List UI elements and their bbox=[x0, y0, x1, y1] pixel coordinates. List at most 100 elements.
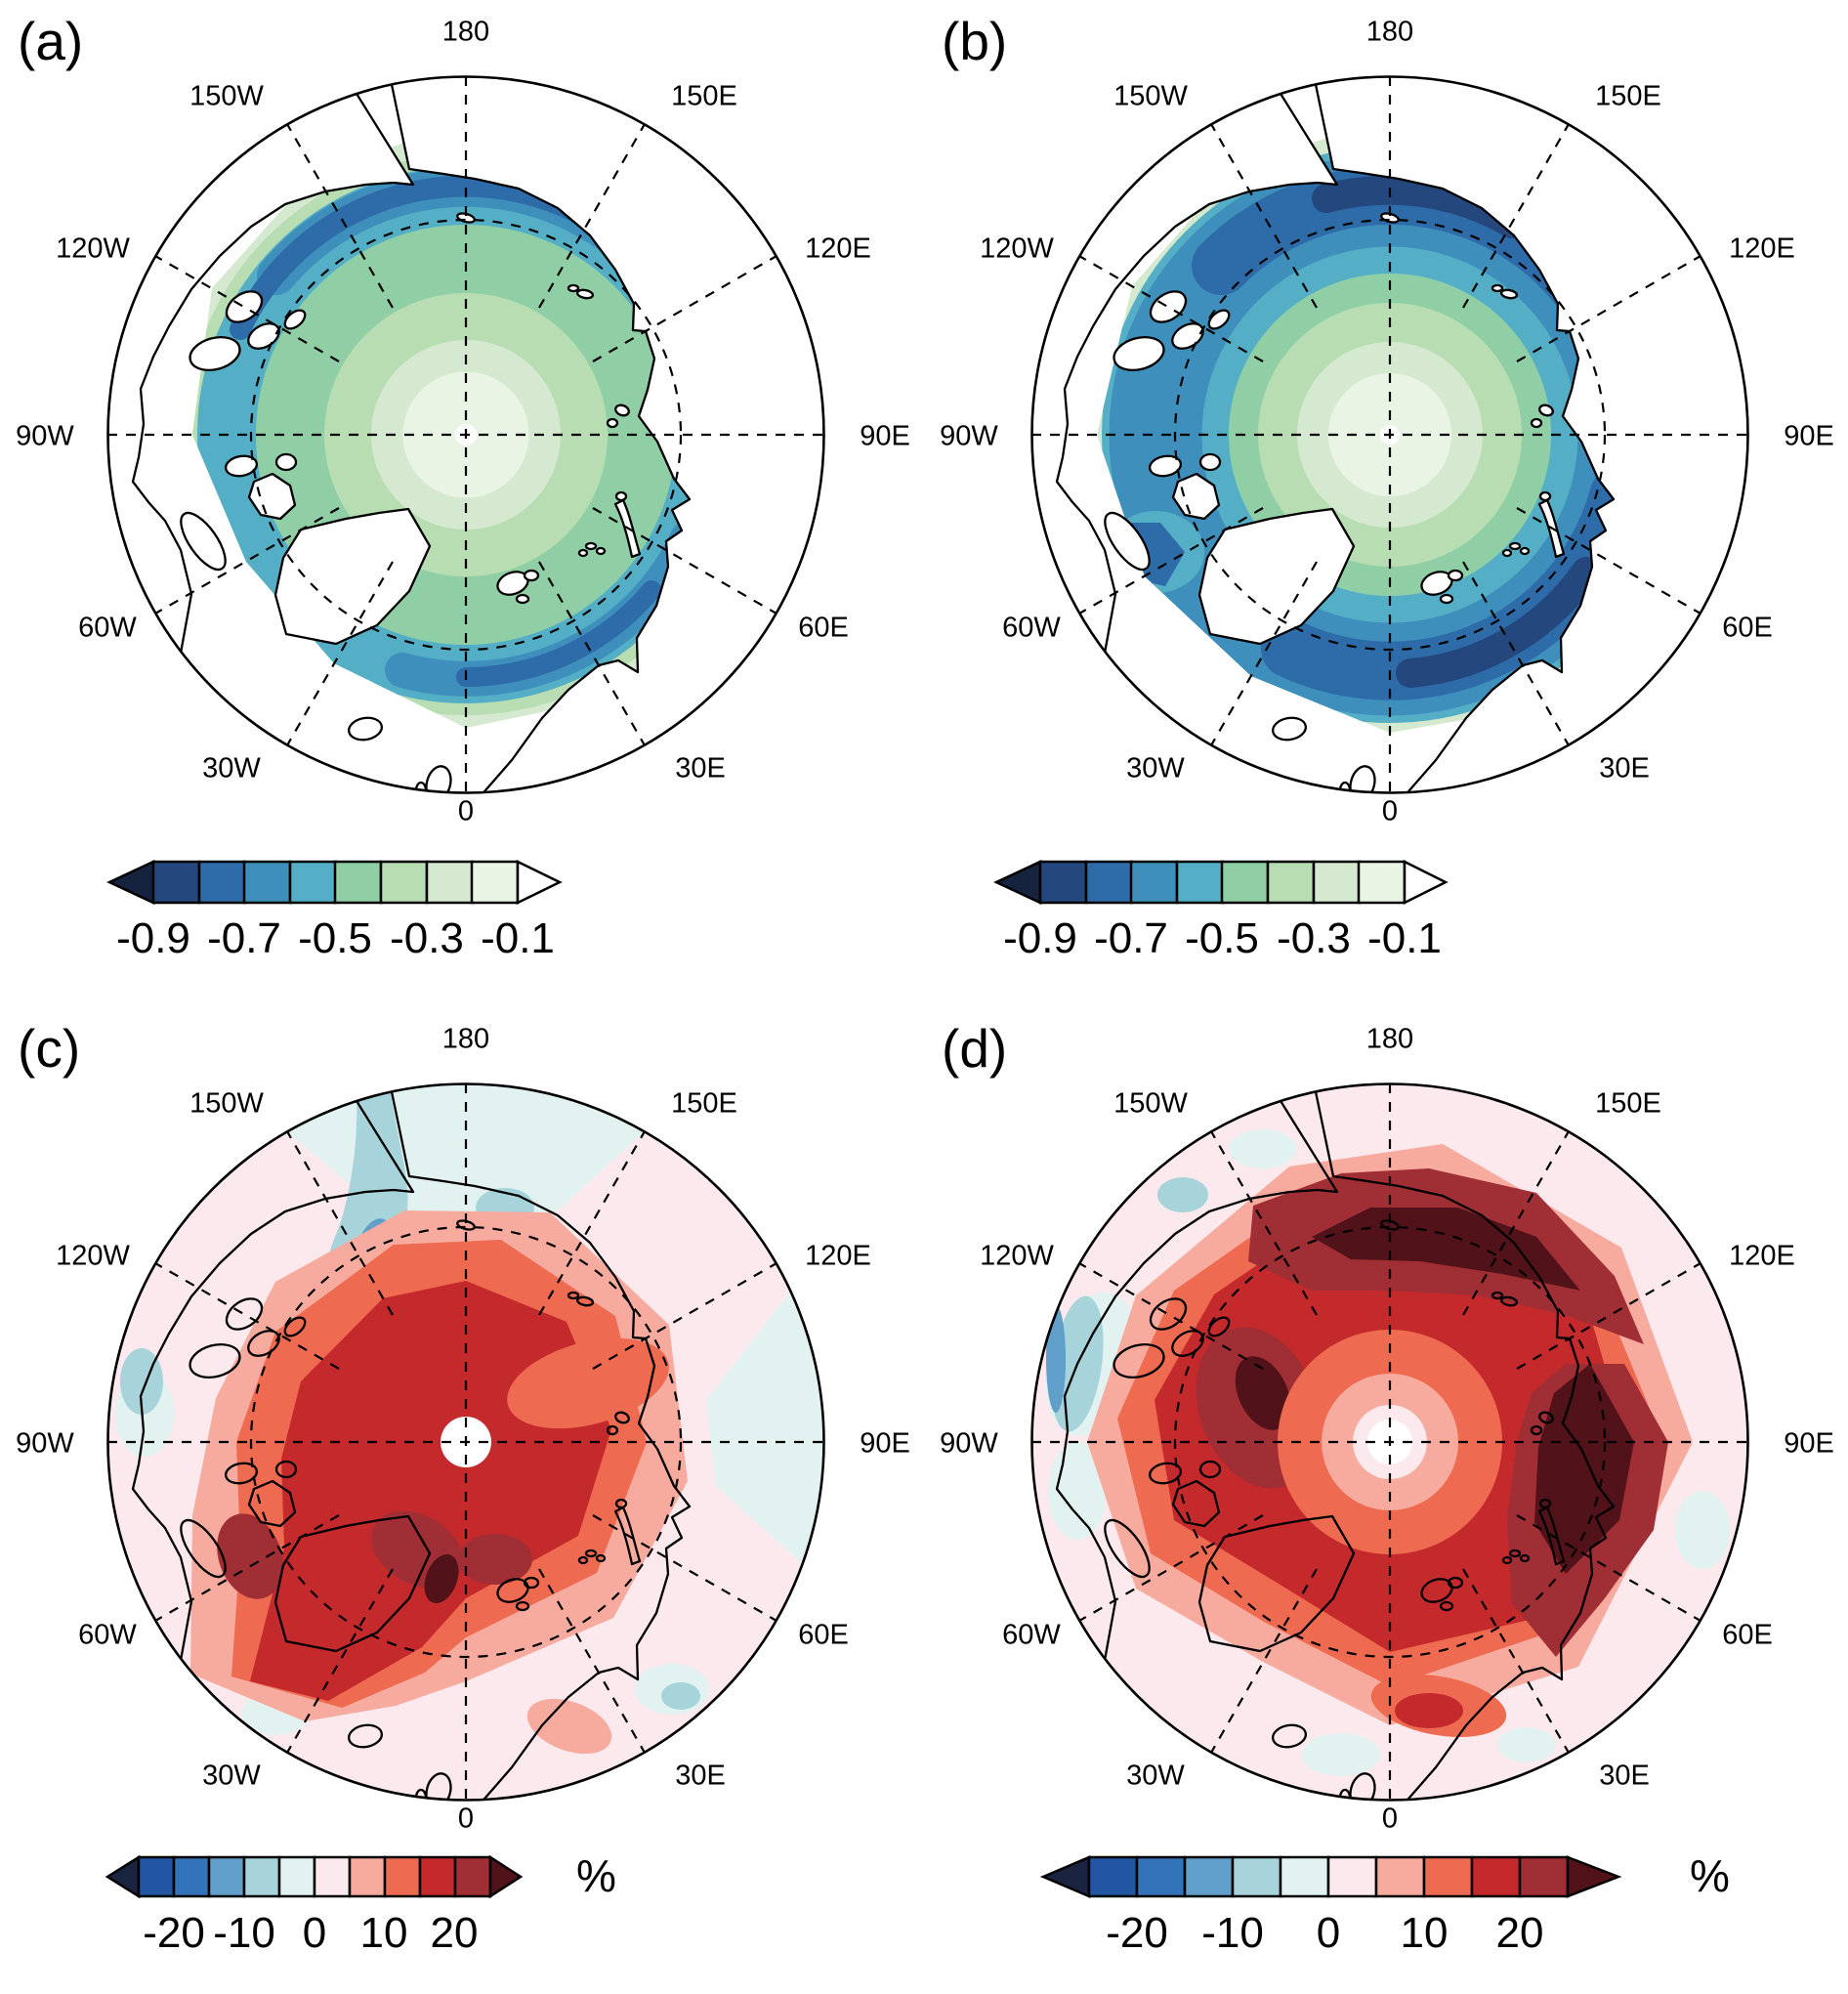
map-boundary bbox=[1030, 1082, 1749, 1802]
lon-label-30w: 30W bbox=[1126, 1760, 1185, 1792]
lon-label-150e: 150E bbox=[671, 1087, 737, 1120]
baffin-maroon bbox=[217, 1513, 283, 1599]
lon-label-30w: 30W bbox=[1126, 752, 1185, 785]
lon-label-180: 180 bbox=[1365, 1023, 1414, 1055]
lon-label-90w: 90W bbox=[16, 1427, 74, 1460]
colorbar-over-arrow bbox=[1403, 859, 1449, 906]
lon-label-0: 0 bbox=[457, 795, 475, 827]
lon-label-60e: 60E bbox=[1722, 1619, 1773, 1651]
ice-edge-core-atlantic bbox=[1396, 557, 1601, 688]
colorbar-d: -20 -10 0 10 20 % bbox=[1039, 1850, 1730, 1957]
map-boundary bbox=[106, 75, 825, 794]
lon-label-90w: 90W bbox=[940, 420, 998, 452]
panel-letter: (d) bbox=[942, 1018, 1008, 1079]
panel-d: (d) 180 150W 120W 90W 60W 30W 0 30E 60E … bbox=[924, 1007, 1848, 1994]
colorbar-tick: -0.9 bbox=[116, 914, 190, 962]
near-pole-salmon bbox=[507, 1337, 669, 1429]
lon-label-150w: 150W bbox=[189, 80, 264, 112]
colorbar-tick: -0.9 bbox=[1003, 914, 1077, 962]
fram-strait-max bbox=[424, 1553, 459, 1604]
lon-label-30w: 30W bbox=[202, 752, 261, 785]
lon-label-120w: 120W bbox=[56, 233, 130, 265]
colorbar-tick: -0.1 bbox=[481, 914, 555, 962]
colorbar-c: -20 -10 0 10 20 % bbox=[105, 1850, 616, 1957]
lon-label-90e: 90E bbox=[1784, 420, 1834, 452]
lon-label-30e: 30E bbox=[675, 752, 726, 785]
lon-label-60e: 60E bbox=[798, 612, 849, 644]
colorbar-b: -0.9 -0.7 -0.5 -0.3 -0.1 bbox=[993, 859, 1449, 962]
lon-label-60w: 60W bbox=[1002, 612, 1061, 644]
colorbar-over-arrow bbox=[1566, 1855, 1622, 1898]
panel-letter: (c) bbox=[18, 1018, 81, 1079]
lon-label-0: 0 bbox=[457, 1803, 475, 1835]
lon-label-60w: 60W bbox=[78, 1619, 137, 1651]
colorbar-under-arrow bbox=[106, 860, 155, 905]
panel-letter: (a) bbox=[18, 11, 84, 71]
colorbar-unit: % bbox=[1690, 1850, 1730, 1901]
lon-label-150e: 150E bbox=[1595, 80, 1661, 112]
map-panel-c bbox=[106, 1082, 825, 1802]
colorbar-unit: % bbox=[576, 1850, 616, 1901]
colorbar-tick: 10 bbox=[360, 1909, 408, 1957]
lon-label-150w: 150W bbox=[1113, 1087, 1188, 1120]
lon-label-150w: 150W bbox=[1113, 80, 1188, 112]
panel-letter: (b) bbox=[942, 11, 1008, 71]
panel-c: (c) 180 150W 120W 90W 60W 30W 0 30E 60E … bbox=[0, 1007, 924, 1994]
lon-label-120w: 120W bbox=[980, 1240, 1054, 1272]
lon-label-150w: 150W bbox=[189, 1087, 264, 1120]
colorbar-under-arrow bbox=[105, 1854, 141, 1899]
colorbar-a: -0.9 -0.7 -0.5 -0.3 -0.1 bbox=[106, 859, 563, 962]
colorbar-tick: -0.5 bbox=[1185, 914, 1259, 962]
colorbar-tick: 0 bbox=[303, 1909, 326, 1957]
barents-max bbox=[1534, 1364, 1634, 1574]
lon-label-30e: 30E bbox=[1599, 1760, 1650, 1792]
lon-label-120e: 120E bbox=[1729, 1240, 1795, 1272]
lon-label-90e: 90E bbox=[1784, 1427, 1834, 1460]
lon-label-120w: 120W bbox=[56, 1240, 130, 1272]
colorbar-tick: -0.1 bbox=[1367, 914, 1442, 962]
lon-label-60e: 60E bbox=[798, 1619, 849, 1651]
colorbar-tick: -0.7 bbox=[1094, 914, 1168, 962]
colorbar-tick: -10 bbox=[1201, 1909, 1264, 1957]
map-panel-d bbox=[1030, 1082, 1749, 1802]
lon-label-60e: 60E bbox=[1722, 612, 1773, 644]
lon-label-90w: 90W bbox=[940, 1427, 998, 1460]
lon-label-90w: 90W bbox=[16, 420, 74, 452]
colorbar-tick: 20 bbox=[431, 1909, 479, 1957]
lon-label-120w: 120W bbox=[980, 233, 1054, 265]
lon-label-60w: 60W bbox=[78, 612, 137, 644]
colorbar-tick: -0.7 bbox=[207, 914, 281, 962]
lon-label-150e: 150E bbox=[671, 80, 737, 112]
colorbar-tick: -20 bbox=[143, 1909, 205, 1957]
colorbar-tick: -20 bbox=[1106, 1909, 1168, 1957]
lon-label-180: 180 bbox=[441, 1023, 490, 1055]
colorbar-tick: -0.3 bbox=[390, 914, 464, 962]
lon-label-0: 0 bbox=[1381, 1803, 1399, 1835]
colorbar-under-arrow bbox=[993, 860, 1042, 905]
lon-label-30w: 30W bbox=[202, 1760, 261, 1792]
lon-label-0: 0 bbox=[1381, 795, 1399, 827]
map-boundary bbox=[1030, 75, 1749, 794]
colorbar-tick: 20 bbox=[1496, 1909, 1544, 1957]
panel-a: (a) 180 150W 120W 90W 60W 30W 0 30E 60E … bbox=[0, 0, 924, 987]
lon-label-60w: 60W bbox=[1002, 1619, 1061, 1651]
lon-label-180: 180 bbox=[441, 16, 490, 48]
lon-label-120e: 120E bbox=[805, 1240, 871, 1272]
lon-label-150e: 150E bbox=[1595, 1087, 1661, 1120]
colorbar-over-arrow bbox=[488, 1854, 524, 1899]
lon-label-30e: 30E bbox=[1599, 752, 1650, 785]
map-boundary bbox=[106, 1082, 825, 1802]
lon-label-180: 180 bbox=[1365, 16, 1414, 48]
lon-label-120e: 120E bbox=[1729, 233, 1795, 265]
colorbar-tick: 0 bbox=[1317, 1909, 1340, 1957]
colorbar-tick: -0.3 bbox=[1277, 914, 1351, 962]
lon-label-120e: 120E bbox=[805, 233, 871, 265]
colorbar-tick: -0.5 bbox=[298, 914, 372, 962]
colorbar-under-arrow bbox=[1039, 1855, 1091, 1898]
colorbar-over-arrow bbox=[516, 859, 563, 906]
ice-edge-core-atlantic bbox=[456, 580, 661, 687]
colorbar-tick: -10 bbox=[213, 1909, 275, 1957]
map-panel-a bbox=[106, 75, 825, 794]
lon-label-30e: 30E bbox=[675, 1760, 726, 1792]
